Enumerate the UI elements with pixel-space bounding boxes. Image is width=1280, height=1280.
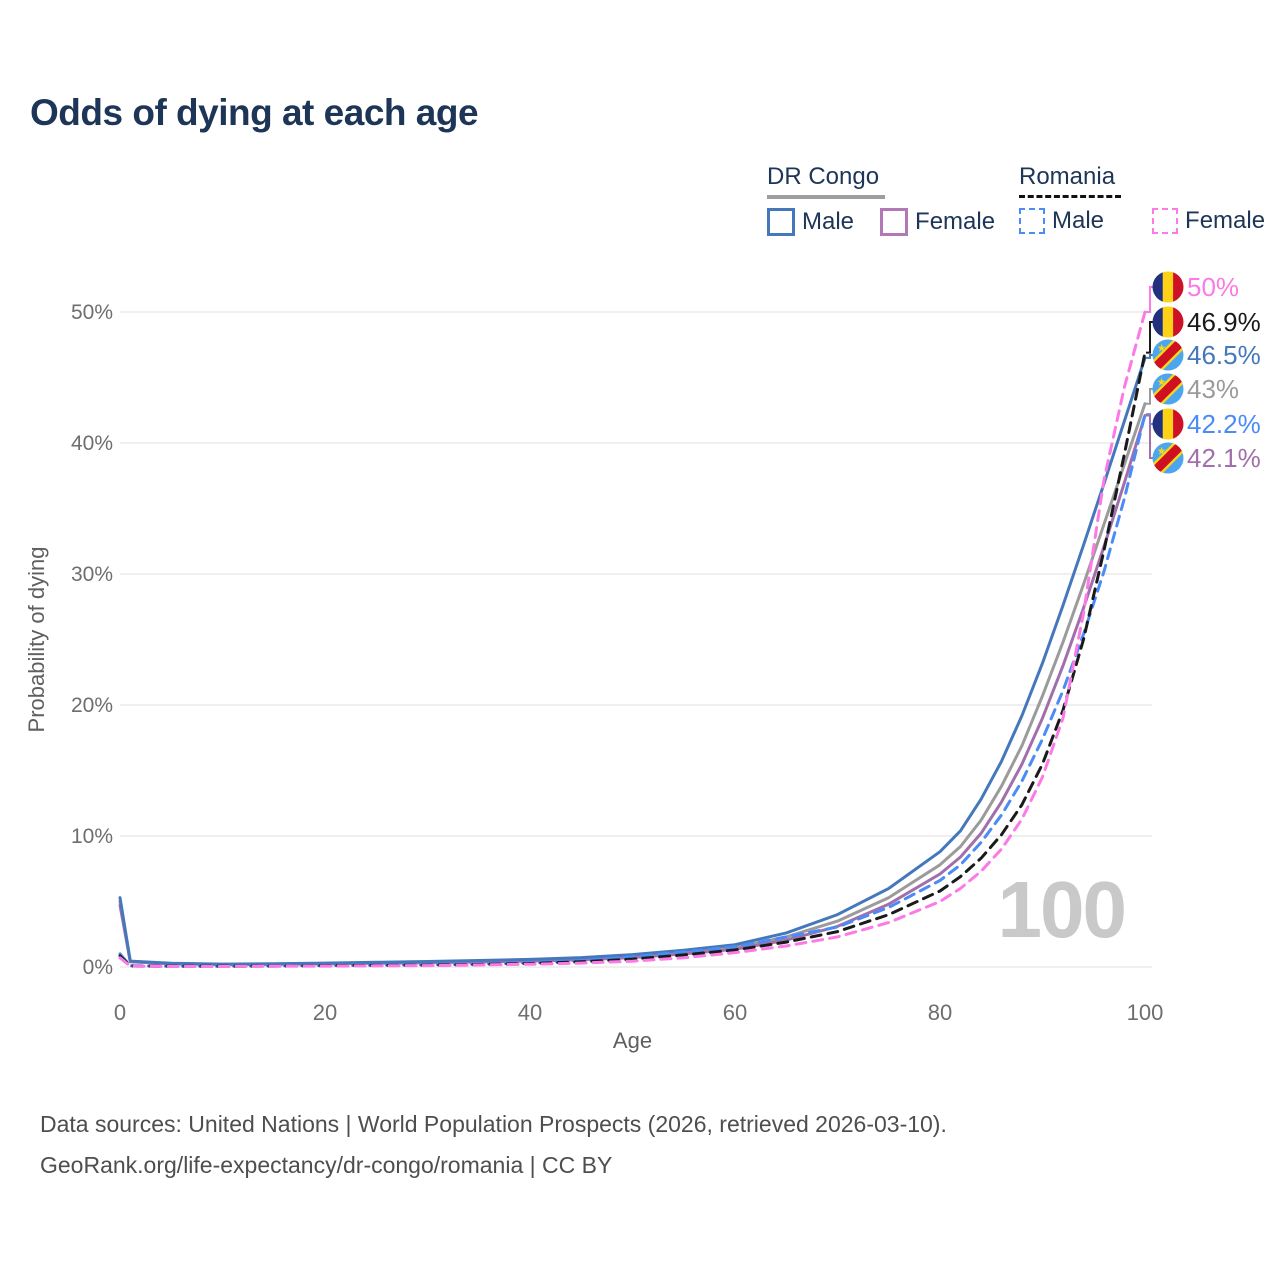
end-label-value: 43% <box>1187 374 1239 404</box>
y-tick-label: 30% <box>71 563 113 586</box>
romania-flag-icon <box>1152 306 1184 338</box>
y-tick-label: 0% <box>83 956 113 979</box>
y-tick-label: 20% <box>71 694 113 717</box>
page-title: Odds of dying at each age <box>30 92 479 133</box>
dr-congo-flag-icon <box>1152 339 1184 371</box>
footer: Data sources: United Nations | World Pop… <box>40 1104 947 1186</box>
chart-legend: DR Congo Male Female Romania Male Female <box>0 163 1280 243</box>
romania-flag-icon <box>1152 408 1184 440</box>
romania-flag-icon <box>1152 271 1184 303</box>
y-tick-label: 10% <box>71 825 113 848</box>
legend-swatch-icon[interactable] <box>1152 208 1179 234</box>
legend-item-romania-female[interactable]: Female <box>1152 207 1265 235</box>
end-label-connector <box>1146 286 1153 313</box>
legend-group-romania: Romania Male Female <box>1019 163 1265 235</box>
legend-swatch-icon[interactable] <box>1019 208 1045 234</box>
legend-country-label: Romania <box>1019 163 1116 190</box>
legend-line-sample-dashed <box>1019 195 1121 198</box>
end-label-value: 46.9% <box>1187 307 1261 337</box>
legend-country-label: DR Congo <box>767 163 880 190</box>
legend-group-dr-congo: DR Congo Male Female <box>767 163 995 236</box>
end-label-connector <box>1146 414 1153 459</box>
x-tick-label: 20 <box>313 1000 337 1025</box>
legend-item-label: Female <box>915 208 996 235</box>
legend-item-romania-male[interactable]: Male <box>1019 207 1104 235</box>
legend-line-sample-solid <box>767 195 885 199</box>
attribution-line: GeoRank.org/life-expectancy/dr-congo/rom… <box>40 1152 613 1178</box>
legend-swatch-icon[interactable] <box>880 208 909 236</box>
end-label-value: 42.1% <box>1187 443 1261 473</box>
end-label-value: 46.5% <box>1187 340 1261 370</box>
x-tick-label: 60 <box>723 1000 747 1025</box>
y-axis-title: Probability of dying <box>24 547 49 733</box>
y-tick-label: 40% <box>71 432 113 455</box>
series-line-romania-female[interactable] <box>118 310 1147 968</box>
y-tick-label: 50% <box>71 301 113 324</box>
end-label-connector <box>1146 321 1153 354</box>
legend-item-label: Female <box>1185 207 1266 234</box>
x-axis-title: Age <box>613 1028 652 1053</box>
legend-swatch-icon[interactable] <box>767 208 795 236</box>
x-tick-label: 0 <box>114 1000 126 1025</box>
series-line-romania-both-sexes[interactable] <box>118 351 1147 968</box>
legend-item-drcongo-male[interactable]: Male <box>767 208 854 236</box>
x-tick-label: 40 <box>518 1000 542 1025</box>
dr-congo-flag-icon <box>1152 442 1184 474</box>
data-source-line: Data sources: United Nations | World Pop… <box>40 1111 947 1137</box>
legend-item-drcongo-female[interactable]: Female <box>880 208 995 236</box>
legend-item-label: Male <box>802 208 855 235</box>
end-label-value: 50% <box>1187 272 1239 302</box>
current-age-watermark: 100 <box>997 865 1127 954</box>
end-label-connector <box>1146 388 1153 405</box>
series-line-dr-congo-male[interactable] <box>118 356 1147 966</box>
x-tick-label: 100 <box>1127 1000 1164 1025</box>
end-label-connector <box>1146 354 1153 359</box>
dr-congo-flag-icon <box>1152 373 1184 405</box>
end-label-value: 42.2% <box>1187 409 1261 439</box>
legend-item-label: Male <box>1052 207 1105 234</box>
x-tick-label: 80 <box>928 1000 952 1025</box>
series-line-romania-male[interactable] <box>118 412 1147 968</box>
